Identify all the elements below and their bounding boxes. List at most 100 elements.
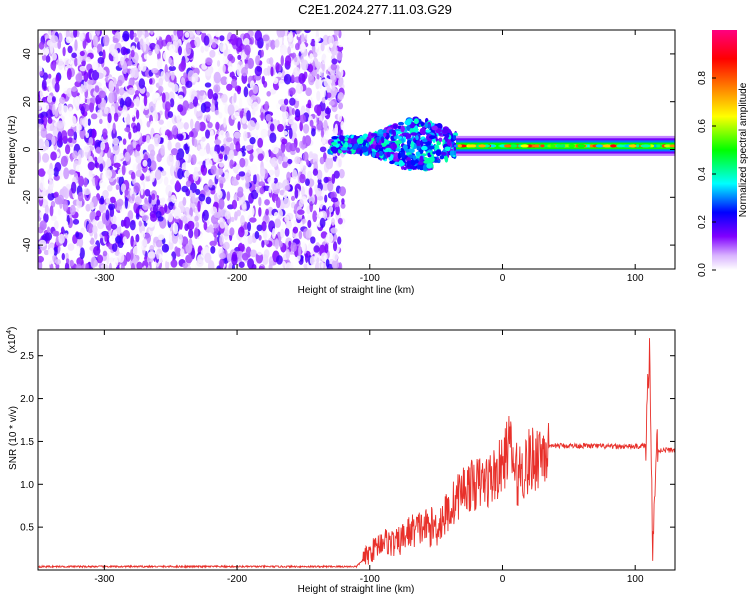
heatmap-cell xyxy=(283,98,289,106)
heatmap-cell xyxy=(415,135,419,141)
heatmap-cell xyxy=(155,239,163,248)
heatmap-cell xyxy=(112,122,116,134)
heatmap-cell xyxy=(254,231,260,240)
heatmap-cell xyxy=(281,138,288,145)
heatmap-cell xyxy=(283,73,292,85)
heatmap-cell xyxy=(310,236,316,244)
heatmap-cell xyxy=(325,56,329,68)
heatmap-cell xyxy=(302,123,310,134)
heatmap-cell xyxy=(89,211,97,222)
heatmap-cell xyxy=(67,45,73,54)
heatmap-cell xyxy=(337,42,344,48)
heatmap-cell xyxy=(99,118,103,125)
heatmap-cell xyxy=(135,169,143,177)
heatmap-cell xyxy=(441,151,447,156)
heatmap-cell xyxy=(635,144,640,148)
heatmap-cell xyxy=(340,120,345,131)
heatmap-cell xyxy=(602,144,612,148)
heatmap-cell xyxy=(127,60,133,67)
heatmap-cell xyxy=(229,159,234,169)
heatmap-cell xyxy=(48,82,53,93)
heatmap-cell xyxy=(54,162,62,172)
heatmap-cell xyxy=(96,109,103,119)
snr-x-ticks: -300 -200 -100 0 100 xyxy=(94,330,644,585)
heatmap-cell xyxy=(75,73,83,83)
heatmap-cell xyxy=(173,207,181,220)
heatmap-cell xyxy=(238,97,243,110)
heatmap-cell xyxy=(192,96,199,107)
heatmap-cell xyxy=(43,249,50,256)
heatmap-cell xyxy=(218,112,223,119)
heatmap-cell xyxy=(142,203,149,211)
heatmap-cell xyxy=(301,241,306,252)
heatmap-cell xyxy=(105,169,113,179)
heatmap-cell xyxy=(135,213,140,220)
heatmap-cell xyxy=(171,83,179,93)
heatmap-cell xyxy=(241,200,247,210)
heatmap-cell xyxy=(174,246,179,254)
heatmap-cell xyxy=(419,155,424,163)
heatmap-cell xyxy=(273,211,279,219)
heatmap-cell xyxy=(270,39,276,50)
heatmap-cell xyxy=(235,141,241,152)
heatmap-cell xyxy=(318,78,323,90)
heatmap-cell xyxy=(655,144,661,148)
heatmap-cell xyxy=(309,186,313,197)
heatmap-cell xyxy=(273,195,279,201)
heatmap-cell xyxy=(156,199,161,206)
heatmap-cell xyxy=(185,42,192,55)
heatmap-cell xyxy=(75,231,80,238)
heatmap-cell xyxy=(163,176,169,186)
heatmap-cell xyxy=(294,156,301,165)
heatmap-cell xyxy=(616,144,625,148)
heatmap-cell xyxy=(124,127,131,133)
heatmap-cell xyxy=(203,35,210,46)
heatmap-cell xyxy=(314,261,320,269)
heatmap-cell xyxy=(212,93,219,101)
heatmap-cell xyxy=(439,155,445,160)
heatmap-cell xyxy=(129,249,134,262)
heatmap-cell xyxy=(161,243,169,253)
heatmap-cell xyxy=(309,201,313,213)
heatmap-cell xyxy=(155,210,162,219)
heatmap-cell xyxy=(169,98,175,108)
heatmap-cell xyxy=(323,176,329,184)
heatmap-cell xyxy=(277,123,284,133)
heatmap-cell xyxy=(421,145,428,151)
heatmap-cell xyxy=(140,101,145,113)
heatmap-cell xyxy=(384,147,392,153)
heatmap-cell xyxy=(307,99,312,109)
heatmap-cell xyxy=(339,135,346,142)
heatmap-cell xyxy=(205,196,212,205)
heatmap-cell xyxy=(198,233,203,243)
heatmap-cell xyxy=(53,230,60,237)
heatmap-cell xyxy=(210,245,216,254)
heatmap-cell xyxy=(76,257,84,266)
heatmap-cell xyxy=(444,146,451,151)
heatmap-cell xyxy=(237,121,241,131)
heatmap-cell xyxy=(206,114,211,122)
heatmap-cell xyxy=(108,80,115,93)
heatmap-cell xyxy=(392,142,397,150)
heatmap-cell xyxy=(214,31,220,38)
heatmap-cell xyxy=(143,53,150,60)
heatmap-cell xyxy=(428,135,436,140)
heatmap-cell xyxy=(394,161,399,166)
heatmap-cell xyxy=(201,136,206,142)
heatmap-cell xyxy=(224,210,231,220)
heatmap-cell xyxy=(213,212,221,218)
heatmap-cell xyxy=(268,263,273,269)
heatmap-cell xyxy=(380,137,385,144)
heatmap-cell xyxy=(107,112,112,124)
heatmap-cell xyxy=(73,30,78,38)
heatmap-cell xyxy=(238,171,246,177)
heatmap-cell xyxy=(241,237,245,245)
heatmap-cell xyxy=(44,34,50,40)
heatmap-cell xyxy=(258,265,265,269)
heatmap-cell xyxy=(139,210,145,217)
heatmap-cell xyxy=(577,144,586,148)
heatmap-cell xyxy=(156,251,160,260)
heatmap-cell xyxy=(326,92,332,99)
heatmap-cell xyxy=(271,144,279,155)
heatmap-cell xyxy=(141,214,149,222)
